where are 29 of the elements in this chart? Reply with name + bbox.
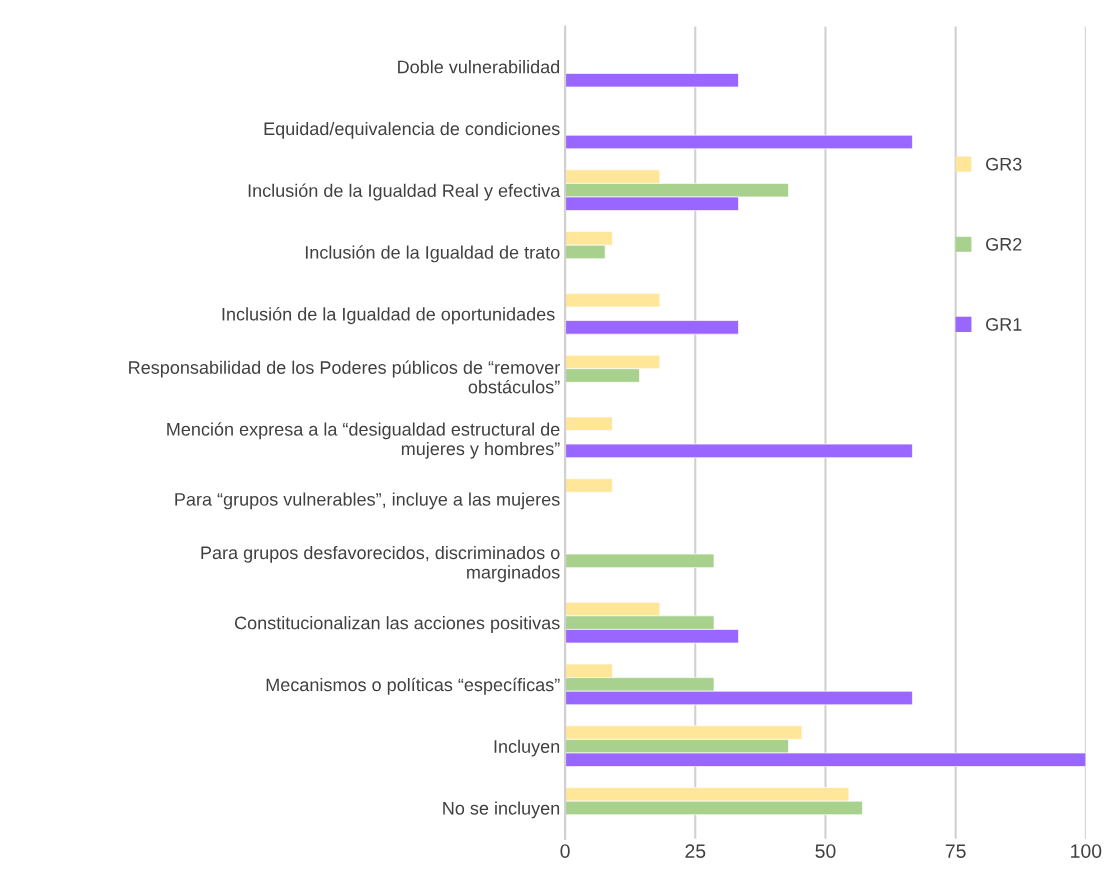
y-tick-label: Para “grupos vulnerables”, incluye a las mujeres: [175, 492, 560, 510]
x-tick-label: 100: [1071, 844, 1102, 858]
x-tick-label: 50: [815, 844, 836, 858]
x-tick-label: 75: [945, 844, 966, 858]
y-tick-label: Equidad/equivalencia de condiciones: [264, 121, 560, 139]
y-tick-label: Incluyen: [494, 739, 560, 757]
bar: [565, 293, 661, 308]
bar: [565, 443, 913, 459]
y-tick-label: Inclusión de la Igualdad de trato: [305, 245, 560, 263]
bar: [565, 134, 913, 150]
bar: [565, 553, 715, 568]
y-tick-label: Inclusión de la Igualdad Real y efectiva: [248, 183, 561, 201]
y-tick-label: Mención expresa a la “desigualdad estructural de mujeres y hombres”: [167, 422, 560, 459]
legend-label: GR2: [986, 237, 1022, 251]
y-tick-label: Doble vulnerabilidad: [398, 60, 560, 74]
legend-label: GR1: [986, 318, 1022, 331]
y-tick-label: Mecanismos o políticas “específicas”: [266, 677, 560, 695]
y-tick-label: No se incluyen: [443, 801, 560, 819]
y-tick-label: Responsabilidad de los Poderes públicos de “remover obstáculos”: [129, 360, 560, 394]
y-tick-label: Inclusión de la Igualdad de oportunidades: [222, 307, 555, 325]
bar: [565, 320, 739, 335]
legend-label: GR3: [986, 157, 1022, 171]
y-tick-label: Para grupos desfavorecidos, discriminados o marginados: [201, 545, 560, 583]
y-tick-label: Constitucionalizan las acciones positivas: [234, 616, 560, 633]
bar: [565, 73, 739, 88]
x-tick-label: 25: [685, 844, 706, 858]
bar: [565, 478, 613, 493]
x-tick-label: 0: [560, 844, 570, 858]
bar: [565, 416, 613, 431]
